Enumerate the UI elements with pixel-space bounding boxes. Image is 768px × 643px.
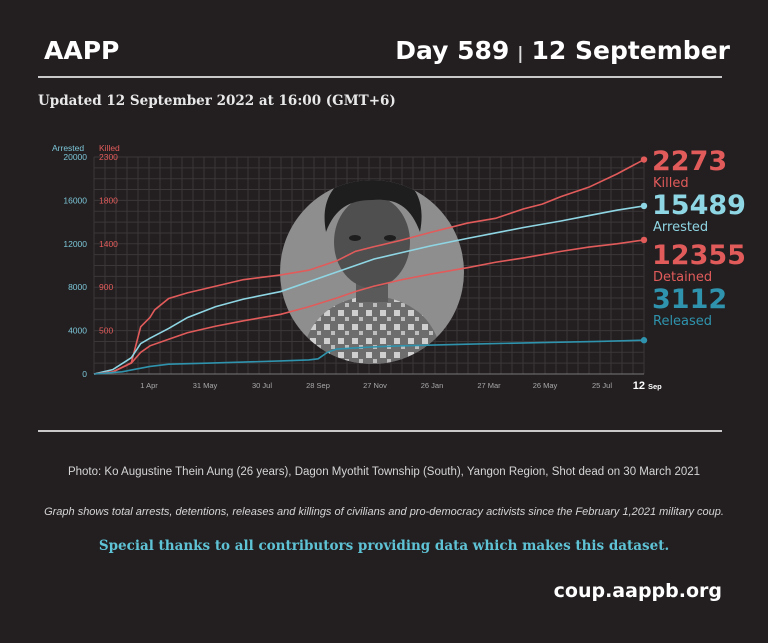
callout-name-released: Released — [653, 314, 712, 329]
x-tick-label: 28 Sep — [306, 381, 330, 390]
updated-timestamp: Updated 12 September 2022 at 16:00 (GMT+… — [38, 93, 396, 109]
photo-caption: Photo: Ko Augustine Thein Aung (26 years… — [67, 466, 701, 478]
portrait-face — [334, 196, 410, 288]
portrait-eye — [349, 235, 361, 241]
x-tick-label: 27 Nov — [363, 381, 387, 390]
series-endpoint-released — [640, 337, 648, 344]
killed-tick-label: 1800 — [99, 195, 118, 205]
x-tick-label: 25 Jul — [592, 381, 612, 390]
left-tick-label: 16000 — [63, 195, 87, 205]
callout-name-killed: Killed — [653, 176, 689, 191]
series-line-killed — [93, 158, 645, 375]
x-end-day-label: 12 — [633, 380, 645, 392]
left-tick-label: 20000 — [63, 152, 87, 162]
portrait-eye — [384, 235, 396, 241]
x-tick-label: 27 Mar — [477, 381, 501, 390]
callout-value-detained: 12355 — [652, 240, 746, 271]
day-label: Day 589 — [395, 36, 510, 65]
callout-name-detained: Detained — [653, 270, 712, 285]
series-line-released — [93, 339, 645, 375]
killed-tick-label: 500 — [99, 326, 113, 336]
site-url: coup.aappb.org — [553, 580, 722, 602]
callout-value-killed: 2273 — [652, 146, 727, 177]
x-tick-label: 26 Jan — [421, 381, 444, 390]
x-end-month-label: Sep — [648, 382, 662, 391]
date-label: 12 September — [531, 36, 731, 65]
header-separator: | — [517, 44, 524, 64]
day-date-header: Day 589 | 12 September — [395, 36, 730, 65]
callout-name-arrested: Arrested — [653, 220, 708, 235]
left-tick-label: 12000 — [63, 239, 87, 249]
series-endpoint-arrested — [640, 202, 648, 210]
graph-caption: Graph shows total arrests, detentions, r… — [44, 506, 724, 518]
callout-value-released: 3112 — [652, 284, 727, 315]
x-tick-label: 26 May — [533, 381, 558, 390]
killed-tick-label: 900 — [99, 282, 113, 292]
callout-value-arrested: 15489 — [652, 190, 746, 221]
series-endpoint-killed — [640, 156, 648, 163]
series-line-detained — [93, 239, 645, 375]
series-lines — [93, 156, 648, 375]
left-axis-title: Arrested — [52, 143, 84, 153]
cumulative-chart: Arrested Killed 0 4000 8000 12000 16000 20000 50… — [52, 143, 746, 392]
killed-tick-label: 2300 — [99, 152, 118, 162]
portrait-hair — [324, 180, 422, 232]
left-tick-label: 8000 — [68, 282, 87, 292]
chart-labels: Arrested Killed 0 4000 8000 12000 16000 20000 50… — [52, 143, 746, 392]
killed-tick-label: 1400 — [99, 239, 118, 249]
series-line-arrested — [93, 205, 645, 375]
left-tick-label: 4000 — [68, 326, 87, 336]
bottom-divider — [38, 430, 722, 432]
right-axis-title: Killed — [99, 143, 120, 153]
brand-logo-text: AAPP — [44, 36, 120, 65]
series-endpoint-detained — [640, 236, 648, 244]
left-tick-label: 0 — [82, 369, 87, 379]
x-tick-label: 1 Apr — [140, 381, 158, 390]
x-tick-label: 31 May — [193, 381, 218, 390]
thanks-text: Special thanks to all contributors provi… — [98, 538, 670, 554]
x-tick-label: 30 Jul — [252, 381, 272, 390]
top-divider — [38, 76, 722, 78]
